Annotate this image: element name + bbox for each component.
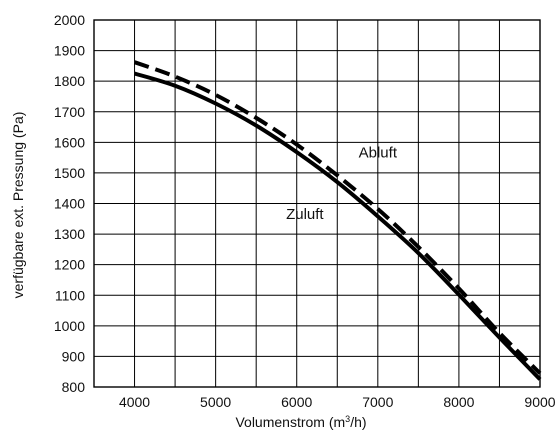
plot-border	[93, 19, 541, 388]
y-tick-label: 1300	[54, 226, 85, 242]
y-tick-label: 900	[62, 348, 86, 364]
y-tick-labels: 800 900 1000 1100 1200 1300 1400 1500 1600 1700 18…	[54, 12, 85, 395]
x-tick-label: 8000	[443, 394, 474, 410]
y-tick-label: 2000	[54, 12, 85, 28]
y-tick-label: 1800	[54, 73, 85, 89]
series-label-zuluft: Zuluft	[286, 206, 324, 223]
x-tick-label: 7000	[362, 394, 393, 410]
y-tick-label: 1600	[54, 134, 85, 150]
x-tick-labels: 4000 5000 6000 7000 8000 9000	[119, 394, 556, 410]
y-tick-label: 1400	[54, 196, 85, 212]
y-tick-label: 1100	[55, 287, 85, 303]
y-tick-label: 1700	[54, 104, 85, 120]
x-axis-title: Volumenstrom (m3/h)	[235, 414, 366, 430]
series-line-zuluft	[133, 71, 542, 381]
series-label-abluft: Abluft	[359, 145, 398, 162]
x-tick-label: 4000	[119, 394, 150, 410]
series-lines	[133, 60, 542, 381]
x-tick-label: 5000	[200, 394, 231, 410]
y-tick-label: 1900	[54, 43, 85, 59]
y-tick-label: 1000	[54, 318, 85, 334]
x-tick-label: 6000	[281, 394, 312, 410]
plot-frame	[93, 19, 541, 388]
y-tick-label: 1500	[54, 165, 85, 181]
series-annotations: Abluft Zuluft	[286, 145, 398, 223]
grid	[93, 19, 541, 388]
y-tick-label: 800	[62, 379, 86, 395]
y-tick-label: 1200	[54, 257, 85, 273]
x-tick-label: 9000	[524, 394, 555, 410]
series-line-abluft	[133, 60, 542, 375]
y-axis-title: verfügbare ext. Pressung (Pa)	[10, 112, 26, 299]
